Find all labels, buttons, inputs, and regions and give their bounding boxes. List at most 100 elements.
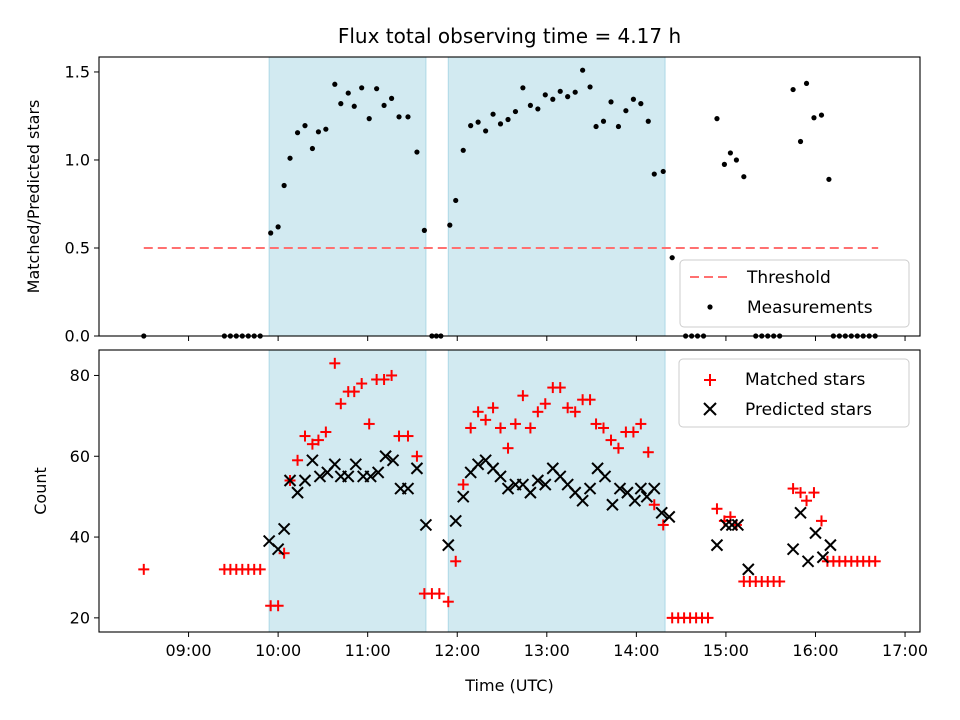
measurement-point: [315, 129, 322, 135]
cross-b: [613, 482, 627, 495]
predicted-star-point: [742, 563, 755, 576]
measurement-point: [468, 123, 474, 129]
matched-star-point: [457, 479, 469, 491]
measurement-point: [803, 80, 810, 87]
matched-star-point: [292, 454, 304, 466]
cross-b: [531, 474, 545, 487]
predicted-star-point: [271, 542, 285, 556]
measurement-point: [651, 171, 657, 177]
cross-b: [277, 522, 291, 536]
top-plot-frame: [98, 56, 921, 337]
cross-b: [786, 542, 800, 556]
matched-star-point: [711, 503, 723, 515]
cross-b: [824, 538, 837, 552]
predicted-star-point: [442, 538, 455, 552]
measurement-point: [826, 176, 832, 182]
predicted-star-point: [786, 542, 800, 556]
cross-b: [561, 478, 574, 491]
cross-b: [379, 450, 392, 463]
x-axis-label: Time (UTC): [464, 676, 553, 695]
predicted-star-point: [306, 454, 319, 467]
matched-star-point: [138, 563, 150, 575]
cross-b: [576, 494, 589, 507]
matched-star-point: [433, 588, 445, 600]
x-tick-label: 17:00: [882, 641, 928, 660]
measurement-point: [490, 111, 496, 117]
matched-star-point: [642, 446, 654, 458]
measurement-point: [453, 197, 459, 204]
cross-b: [479, 454, 492, 467]
matched-star-point: [509, 418, 521, 430]
matched-star-point: [702, 612, 714, 624]
predicted-star-point: [371, 466, 385, 479]
matched-star-point: [815, 515, 827, 527]
cross-b: [663, 510, 676, 524]
x-tick-label: 10:00: [255, 641, 301, 660]
measurement-point: [281, 182, 287, 189]
cross-b: [410, 462, 424, 475]
matched-star-point: [378, 373, 390, 385]
x-tick-label: 11:00: [345, 641, 391, 660]
cross-b: [801, 555, 815, 568]
cross-b: [471, 458, 485, 471]
predicted-star-point: [655, 506, 668, 520]
predicted-star-point: [277, 522, 291, 536]
measurement-point: [332, 81, 338, 87]
cross-b: [501, 482, 515, 495]
predicted-star-point: [328, 458, 342, 471]
matched-star-point: [465, 422, 477, 434]
measurement-point: [520, 85, 526, 91]
matched-star-point: [524, 422, 536, 434]
predicted-star-point: [449, 514, 462, 528]
observing-band-1: [447, 349, 666, 633]
bottom-y-axis-label: Count: [31, 467, 50, 515]
cross-b: [524, 486, 537, 499]
cross-b: [298, 474, 312, 487]
bottom-x-ticks: 09:00 10:00 11:00 12:00 13:00 14:00 15:00 16:00…: [166, 632, 928, 660]
cross-b: [583, 482, 597, 495]
matched-star-point: [272, 600, 284, 612]
top-y-ticks: 0.0 0.5 1.0 1.5: [65, 62, 99, 346]
matched-star-point: [795, 487, 807, 499]
measurement-point: [302, 123, 308, 129]
matched-star-point: [312, 434, 324, 446]
bottom-panel: 20 40 60 80 09:00 10:00 11:00 12:00 13:00 14:00 1…: [31, 349, 928, 695]
measurement-point: [275, 224, 281, 230]
matched-star-point: [590, 418, 602, 430]
y-tick-label: 1.0: [65, 150, 90, 169]
cross-b: [539, 478, 552, 491]
measurement-point: [818, 112, 825, 118]
measurement-point: [497, 121, 504, 127]
measurement-point: [366, 116, 372, 122]
predicted-star-point: [298, 474, 312, 487]
cross-b: [794, 506, 807, 520]
measurement-point: [721, 161, 728, 167]
matched-star-point: [808, 487, 820, 499]
cross-b: [419, 518, 433, 532]
measurement-point: [338, 101, 344, 107]
cross-b: [628, 494, 642, 507]
predicted-star-point: [364, 470, 377, 483]
y-tick-label: 20: [70, 608, 90, 627]
predicted-star-point: [801, 555, 815, 568]
legend-threshold-label: Threshold: [746, 268, 831, 288]
measurement-point: [294, 130, 301, 136]
measurement-point: [811, 115, 817, 121]
measurement-point: [405, 114, 411, 120]
y-tick-label: 0.0: [65, 327, 90, 346]
measurement-point: [733, 157, 740, 163]
measurement-point: [381, 102, 387, 109]
matched-star-point: [569, 406, 581, 418]
measurement-point: [374, 86, 380, 92]
predicted-star-point: [613, 482, 627, 495]
y-tick-label: 1.5: [65, 62, 90, 81]
cross-b: [546, 462, 560, 475]
cross-b: [598, 470, 612, 483]
predicted-star-point: [379, 450, 392, 463]
predicted-star-point: [386, 454, 400, 467]
cross-b: [371, 466, 385, 479]
matched-star-point: [402, 430, 414, 442]
top-y-axis-label: Matched/Predicted stars: [24, 100, 43, 294]
cross-b: [386, 454, 400, 467]
